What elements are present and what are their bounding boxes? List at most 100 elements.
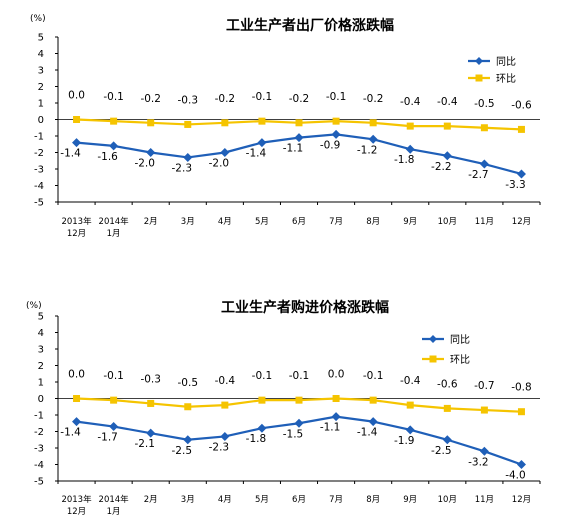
chart-1: 工业生产者出厂价格涨跌幅 (%) 5 4 3 2 1 0 -1 -2 -3 -4 -5 2013年 12… [30,14,541,239]
y-tick-label: -3 [34,444,44,455]
chart-title: 工业生产者出厂价格涨跌幅 [226,17,394,34]
x-tick-label: 8月 [366,495,380,505]
x-tick-label: 8月 [366,217,380,227]
x-tick-label: 3月 [181,217,195,227]
data-label: -2.5 [172,445,193,457]
data-point [184,403,192,411]
data-point [257,423,267,433]
data-label: -0.4 [215,375,236,387]
x-tick-label: 7月 [329,495,343,505]
x-tick-label: 6月 [292,495,306,505]
data-point [331,412,341,422]
data-point [295,396,303,404]
data-point [332,117,340,125]
data-label: -0.1 [103,91,124,103]
y-unit-label: (%) [26,301,42,311]
data-label: -0.1 [252,370,273,382]
data-point [480,124,488,132]
data-label: -2.5 [431,445,452,457]
legend-marker [429,335,437,343]
data-point [368,134,378,144]
y-tick-label: 0 [38,115,44,126]
x-tick-label: 12月 [512,217,531,227]
data-label: -1.4 [357,427,378,439]
y-tick-label: 2 [38,82,44,93]
data-label: -4.0 [505,470,526,482]
legend-label: 同比 [450,334,470,346]
x-tick-label: 5月 [255,495,269,505]
data-label: -1.4 [246,148,267,160]
data-label: 0.0 [68,90,85,102]
x-tick-label: 1月 [107,229,121,239]
data-label: -0.3 [178,94,199,106]
data-label: -0.3 [140,373,161,385]
y-tick-label: -4 [34,181,44,192]
y-tick-label: 0 [38,394,44,405]
x-tick-label: 4月 [218,217,232,227]
x-tick-label: 5月 [255,217,269,227]
data-label: -0.1 [252,91,273,103]
x-tick-label: 2月 [144,495,158,505]
data-label: -2.1 [134,438,155,450]
chart-1-svg: 工业生产者出厂价格涨跌幅 (%) 5 4 3 2 1 0 -1 -2 -3 -4 -5 2013年 12… [30,14,541,239]
y-tick-label: -3 [34,165,44,176]
data-point [405,144,415,154]
x-tick-label: 12月 [67,229,86,239]
chart-2: 工业生产者购进价格涨跌幅 (%) 5 4 3 2 1 0 -1 -2 -3 -4 -5 2013年 12… [0,259,573,518]
data-point [294,418,304,428]
data-label: -0.1 [326,91,347,103]
data-label: -0.2 [215,93,236,105]
data-label: -2.0 [134,158,155,170]
data-point [443,122,451,130]
data-point [443,404,451,412]
data-label: -3.2 [468,456,489,468]
y-tick-label: 3 [38,345,44,356]
data-point [517,408,525,416]
data-label: -0.2 [289,93,310,105]
legend-marker [475,57,483,65]
data-point [442,435,452,445]
data-point [183,152,193,162]
data-label: -0.8 [511,382,532,394]
chart-title: 工业生产者购进价格涨跌幅 [221,299,389,316]
y-unit-label: (%) [30,14,46,24]
x-tick-label: 10月 [438,495,457,505]
data-point [368,417,378,427]
y-tick-label: 4 [38,328,44,339]
data-point [184,120,192,128]
data-label: -2.3 [172,162,193,174]
data-label: -1.5 [283,428,304,440]
data-label: -2.7 [468,169,489,181]
data-point [221,119,229,127]
data-label: -2.0 [209,158,230,170]
data-label: -0.4 [437,96,458,108]
data-label: -1.7 [97,432,118,444]
data-point [257,138,267,148]
data-point [73,395,81,402]
y-tick-label: -5 [34,198,44,209]
data-point [295,119,303,127]
data-label: -1.2 [357,144,378,156]
data-label: -0.6 [437,378,458,390]
chart-2-svg: 工业生产者购进价格涨跌幅 (%) 5 4 3 2 1 0 -1 -2 -3 -4 -5 2013年 12… [26,299,541,517]
data-label: 0.0 [68,369,85,381]
data-label: -0.1 [103,370,124,382]
data-point [147,119,155,127]
x-tick-label: 2014年 [99,494,130,505]
data-label: -0.1 [363,370,384,382]
x-tick-label: 7月 [329,217,343,227]
x-tick-label: 9月 [403,495,417,505]
data-point [110,117,118,125]
y-tick-label: 1 [38,99,44,110]
x-tick-label: 12月 [67,507,86,517]
x-tick-label: 12月 [512,495,531,505]
y-tick-label: 5 [38,33,44,44]
legend-label: 同比 [496,56,516,68]
data-label: -0.2 [140,93,161,105]
data-label: -0.5 [178,377,199,389]
x-tick-label: 4月 [218,495,232,505]
data-point [109,422,119,432]
data-point [479,446,489,456]
data-point [258,117,266,125]
x-tick-label: 11月 [475,495,494,505]
